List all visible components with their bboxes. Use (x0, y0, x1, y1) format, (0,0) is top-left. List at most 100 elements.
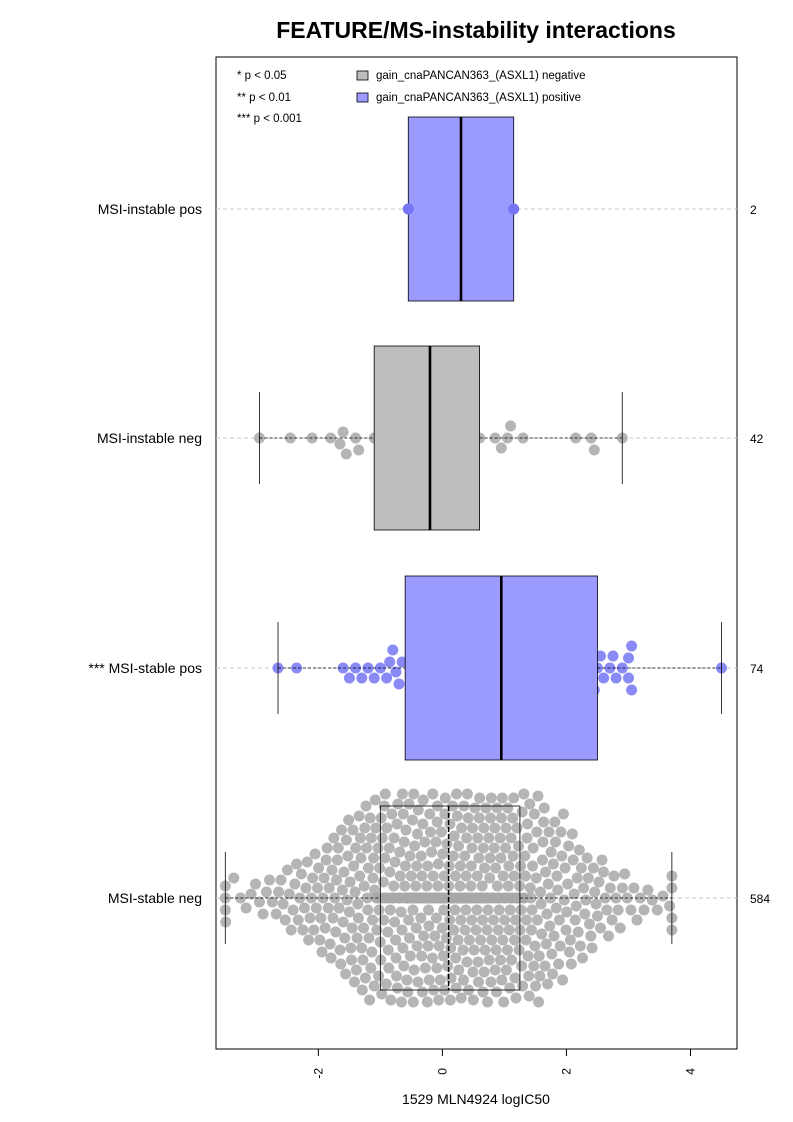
data-point (417, 794, 429, 806)
data-point (411, 940, 423, 952)
data-point (312, 882, 323, 894)
data-point (506, 954, 518, 966)
data-point (476, 880, 488, 892)
data-point (330, 926, 342, 938)
boxplot (259, 345, 623, 531)
data-point (616, 882, 628, 894)
data-point (410, 922, 422, 934)
data-point (365, 832, 377, 844)
data-point (502, 880, 514, 892)
data-point (318, 872, 330, 884)
data-point (408, 964, 420, 976)
data-point (603, 930, 614, 942)
data-point (437, 950, 449, 962)
data-point (373, 970, 385, 982)
data-point (323, 882, 335, 894)
data-point (361, 842, 373, 854)
data-point (485, 812, 496, 824)
data-point (423, 904, 434, 916)
data-point (250, 878, 261, 890)
data-point (356, 672, 368, 684)
data-point (381, 822, 393, 834)
data-point (389, 916, 401, 928)
count-msi-stable-neg: 584 (750, 892, 770, 906)
data-point (472, 956, 484, 968)
chart-title: FEATURE/MS-instability interactions (276, 17, 676, 43)
data-point (561, 906, 573, 918)
box (379, 805, 521, 991)
data-point (528, 960, 540, 972)
data-point (596, 854, 608, 866)
data-point (397, 808, 409, 820)
data-point (370, 822, 382, 834)
data-point (646, 894, 658, 906)
data-point (377, 876, 389, 888)
data-point (459, 850, 471, 862)
data-point (638, 904, 650, 916)
data-point (472, 832, 484, 844)
data-point (559, 862, 571, 874)
data-point (508, 203, 520, 215)
data-point (479, 862, 491, 874)
data-point (379, 852, 391, 864)
data-point (560, 924, 572, 936)
data-point (536, 928, 548, 940)
data-point (402, 203, 414, 215)
data-point (519, 850, 531, 862)
significance-legend-entry-1: * p < 0.05 (237, 70, 287, 82)
data-point (488, 842, 500, 854)
data-point (331, 874, 342, 886)
data-point (558, 894, 570, 906)
data-point (295, 868, 307, 880)
data-point (500, 964, 512, 976)
data-point (467, 994, 479, 1006)
data-point (441, 838, 453, 850)
data-point (427, 788, 439, 800)
x-tick-label: -2 (311, 1068, 325, 1079)
data-point (340, 448, 352, 460)
data-point (287, 904, 299, 916)
data-point (608, 870, 620, 882)
data-point (417, 818, 429, 830)
data-point (540, 866, 552, 878)
data-point (452, 934, 464, 946)
data-point (515, 860, 527, 872)
data-point (579, 908, 591, 920)
data-point (383, 962, 395, 974)
data-point (545, 846, 557, 858)
data-point (571, 872, 583, 884)
data-point (386, 808, 398, 820)
data-point (460, 870, 472, 882)
data-point (489, 964, 501, 976)
data-point (461, 956, 473, 968)
data-point (535, 898, 547, 910)
data-point (497, 934, 509, 946)
data-point (473, 812, 485, 824)
data-point (492, 924, 504, 936)
data-point (416, 950, 428, 962)
data-point (339, 932, 351, 944)
data-point (365, 962, 377, 974)
data-point (430, 836, 442, 848)
data-point (526, 904, 538, 916)
y-label-msi-stable-pos: *** MSI-stable pos (88, 660, 202, 676)
data-point (307, 872, 319, 884)
data-point (387, 644, 399, 656)
data-point (496, 792, 508, 804)
data-point (407, 996, 419, 1008)
data-point (391, 818, 403, 830)
data-point (418, 930, 430, 942)
data-point (275, 874, 287, 886)
legend-swatch-positive (356, 92, 369, 103)
data-point (467, 822, 478, 834)
data-point (478, 822, 490, 834)
data-point (362, 862, 374, 874)
data-point (228, 872, 240, 884)
data-point (366, 946, 378, 958)
data-point (524, 798, 536, 810)
data-point (260, 886, 272, 898)
data-point (310, 902, 322, 914)
data-point (495, 852, 507, 864)
data-point (535, 886, 546, 898)
